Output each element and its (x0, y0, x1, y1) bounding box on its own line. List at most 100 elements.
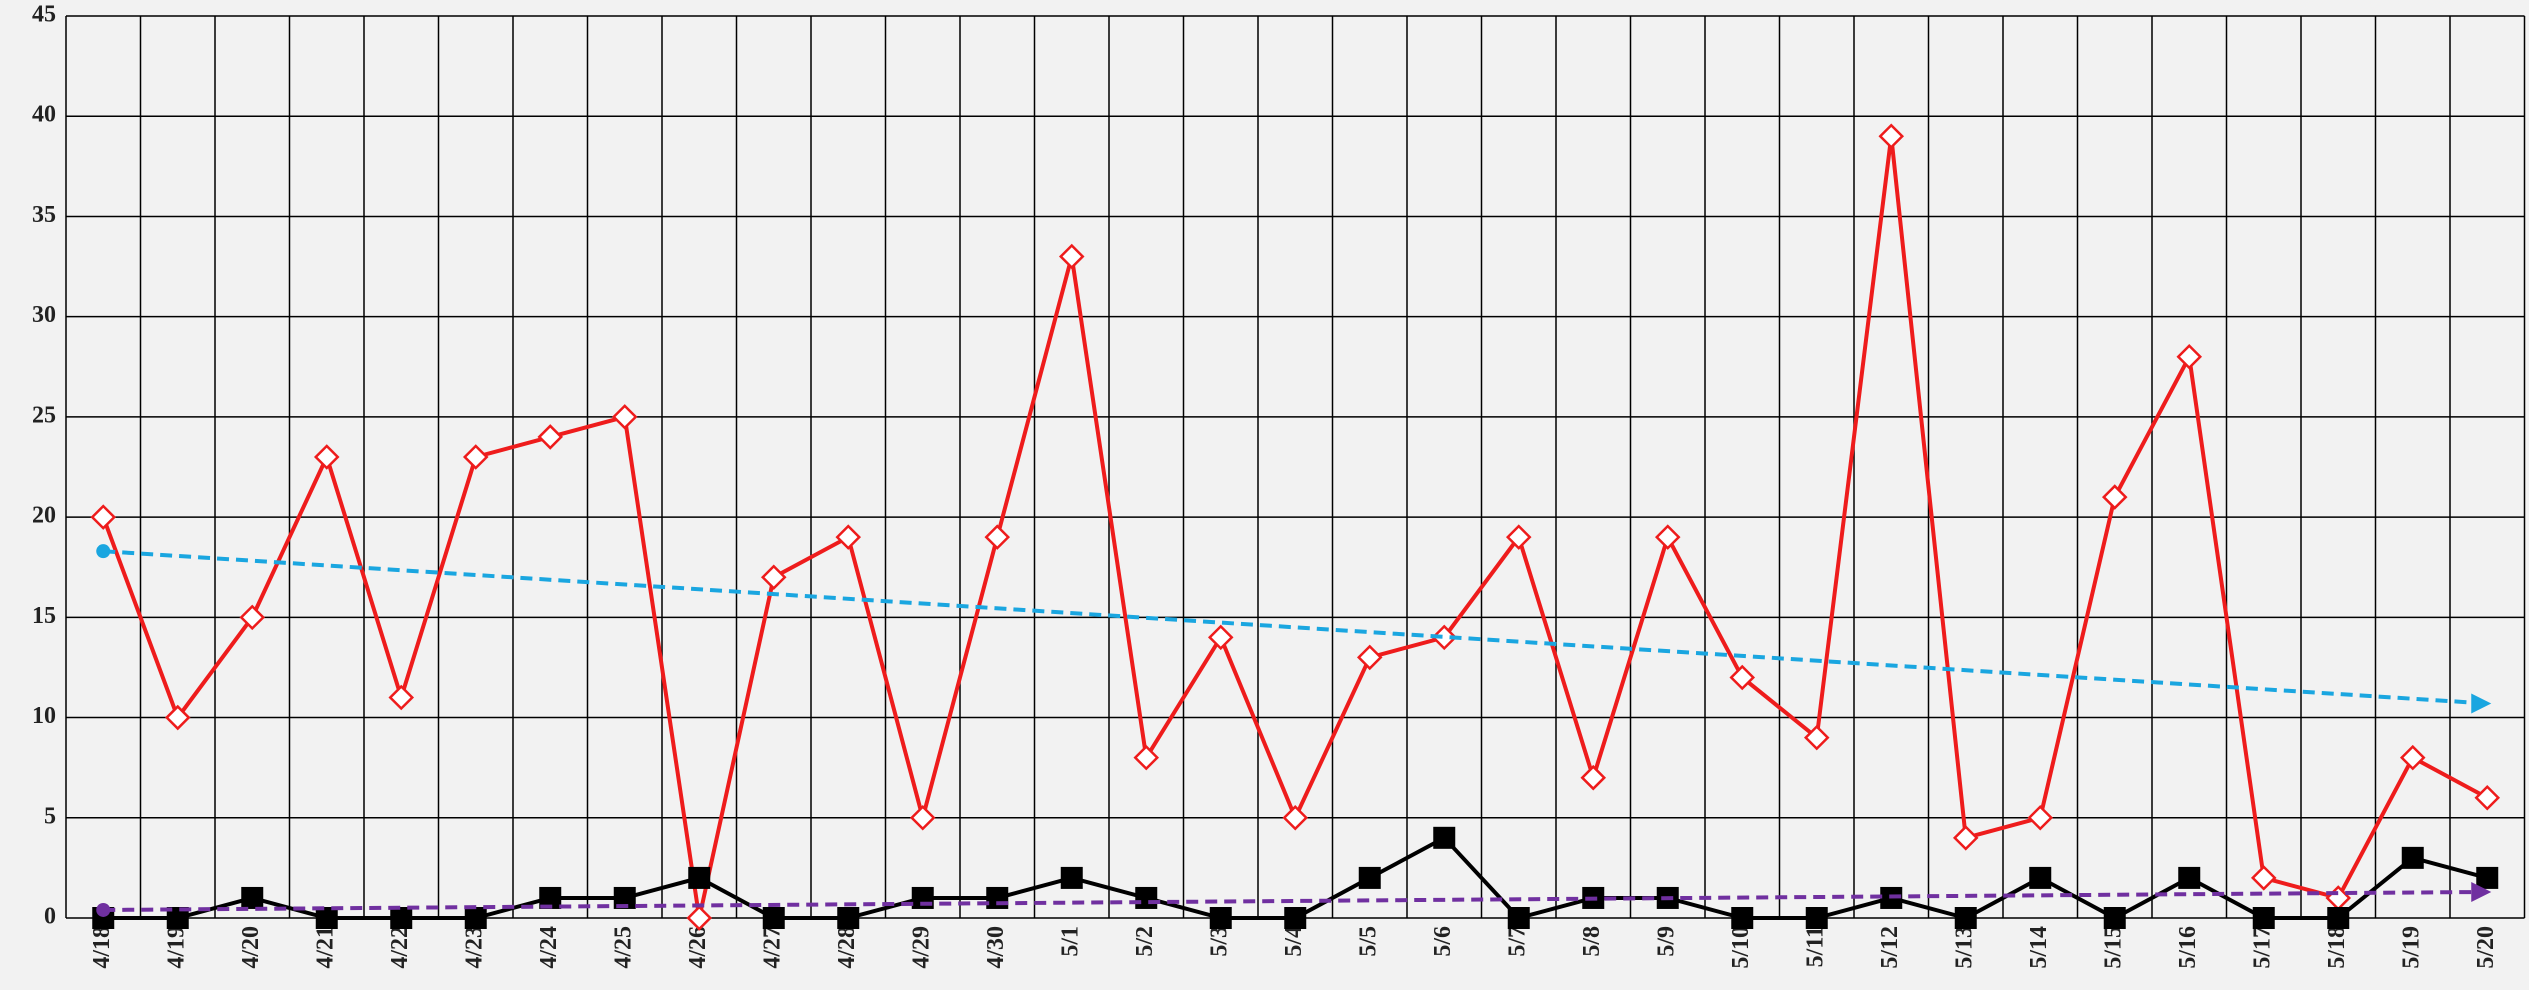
data-point (2250, 865, 2277, 891)
y-tick-label: 20 (32, 503, 56, 529)
x-tick-label: 4/20 (238, 926, 264, 969)
x-tick-label: 5/10 (1728, 926, 1754, 969)
data-point (2476, 866, 2499, 889)
data-point (611, 404, 638, 430)
data-point (1356, 644, 1383, 671)
data-point (835, 524, 862, 550)
x-tick-label: 5/12 (1877, 926, 1903, 969)
trend-line (103, 890, 2474, 912)
data-point (2103, 907, 2126, 929)
data-point (986, 886, 1009, 909)
y-tick-label: 10 (32, 703, 56, 729)
data-point (315, 907, 338, 929)
y-tick-label: 25 (32, 402, 56, 428)
data-point (239, 604, 266, 631)
y-tick-label: 5 (44, 803, 56, 829)
data-point (164, 704, 191, 731)
data-point (1358, 866, 1381, 889)
data-point (686, 905, 713, 931)
x-tick-label: 4/27 (759, 926, 785, 969)
x-tick-label: 5/5 (1355, 926, 1381, 957)
x-tick-label: 5/16 (2175, 926, 2201, 969)
x-tick-label: 5/14 (2026, 926, 2052, 969)
data-point (1803, 724, 1830, 751)
data-point (90, 504, 117, 530)
x-tick-label: 4/26 (685, 926, 711, 969)
data-point (2327, 907, 2350, 929)
data-point (1878, 123, 1905, 150)
x-tick-label: 4/23 (461, 926, 487, 969)
x-tick-label: 5/6 (1430, 926, 1456, 957)
data-point (2178, 866, 2201, 889)
data-point (1282, 805, 1309, 831)
data-point (2474, 784, 2501, 811)
trend-arrow (2471, 693, 2492, 714)
y-tick-label: 40 (32, 102, 56, 128)
data-point (1507, 907, 1530, 929)
data-point (688, 866, 711, 889)
data-point (1060, 866, 1083, 889)
data-point (984, 524, 1011, 550)
data-point (1433, 826, 1456, 849)
data-point (837, 907, 860, 929)
x-tick-label: 5/20 (2473, 926, 2499, 969)
x-tick-label: 5/4 (1281, 926, 1307, 957)
trend-start (96, 902, 111, 917)
x-tick-label: 5/2 (1132, 926, 1158, 957)
x-tick-label: 4/18 (89, 926, 115, 969)
y-tick-label: 30 (32, 302, 56, 328)
data-point (1805, 907, 1828, 929)
y-tick-label: 15 (32, 603, 56, 629)
data-point (313, 444, 340, 470)
data-point (1058, 243, 1085, 270)
x-tick-label: 5/8 (1579, 926, 1605, 957)
data-point (760, 564, 787, 591)
trend-arrow (2471, 881, 2492, 902)
trend-line (103, 549, 2474, 705)
data-point (1207, 624, 1234, 651)
x-tick-label: 4/28 (834, 926, 860, 969)
x-tick-label: 4/19 (163, 926, 189, 969)
data-point (1580, 764, 1607, 791)
data-point (1654, 524, 1681, 550)
y-tick-label: 35 (32, 202, 56, 228)
data-point (1284, 907, 1307, 929)
trend-start (96, 544, 111, 559)
x-tick-label: 4/30 (983, 926, 1009, 969)
x-tick-label: 5/9 (1653, 926, 1679, 957)
data-point (2027, 805, 2054, 831)
data-point (166, 907, 189, 929)
y-tick-label: 0 (44, 904, 56, 930)
plot-area (66, 16, 2525, 918)
x-tick-label: 5/7 (1504, 926, 1530, 957)
data-point (2101, 484, 2128, 510)
data-point (1729, 664, 1756, 691)
data-point (464, 907, 487, 929)
data-point (1209, 907, 1232, 929)
x-tick-label: 5/3 (1206, 926, 1232, 957)
x-tick-label: 4/22 (387, 926, 413, 969)
x-tick-label: 5/17 (2249, 926, 2275, 969)
data-point (1505, 524, 1532, 550)
data-point (2399, 744, 2426, 771)
x-tick-label: 4/29 (908, 926, 934, 969)
x-tick-label: 5/11 (1802, 926, 1828, 967)
x-tick-label: 5/18 (2324, 926, 2350, 969)
data-point (539, 886, 562, 909)
data-point (1133, 744, 1160, 771)
data-point (388, 684, 415, 711)
data-point (2252, 907, 2275, 929)
data-point (241, 886, 264, 909)
x-tick-label: 4/24 (536, 926, 562, 969)
x-tick-label: 5/15 (2100, 926, 2126, 969)
data-point (2176, 343, 2203, 370)
data-point (613, 886, 636, 909)
data-point (762, 907, 785, 929)
data-point (1731, 907, 1754, 929)
data-point (1431, 624, 1458, 651)
data-point (1952, 825, 1979, 851)
x-tick-label: 5/13 (1951, 926, 1977, 969)
data-point (537, 424, 564, 450)
